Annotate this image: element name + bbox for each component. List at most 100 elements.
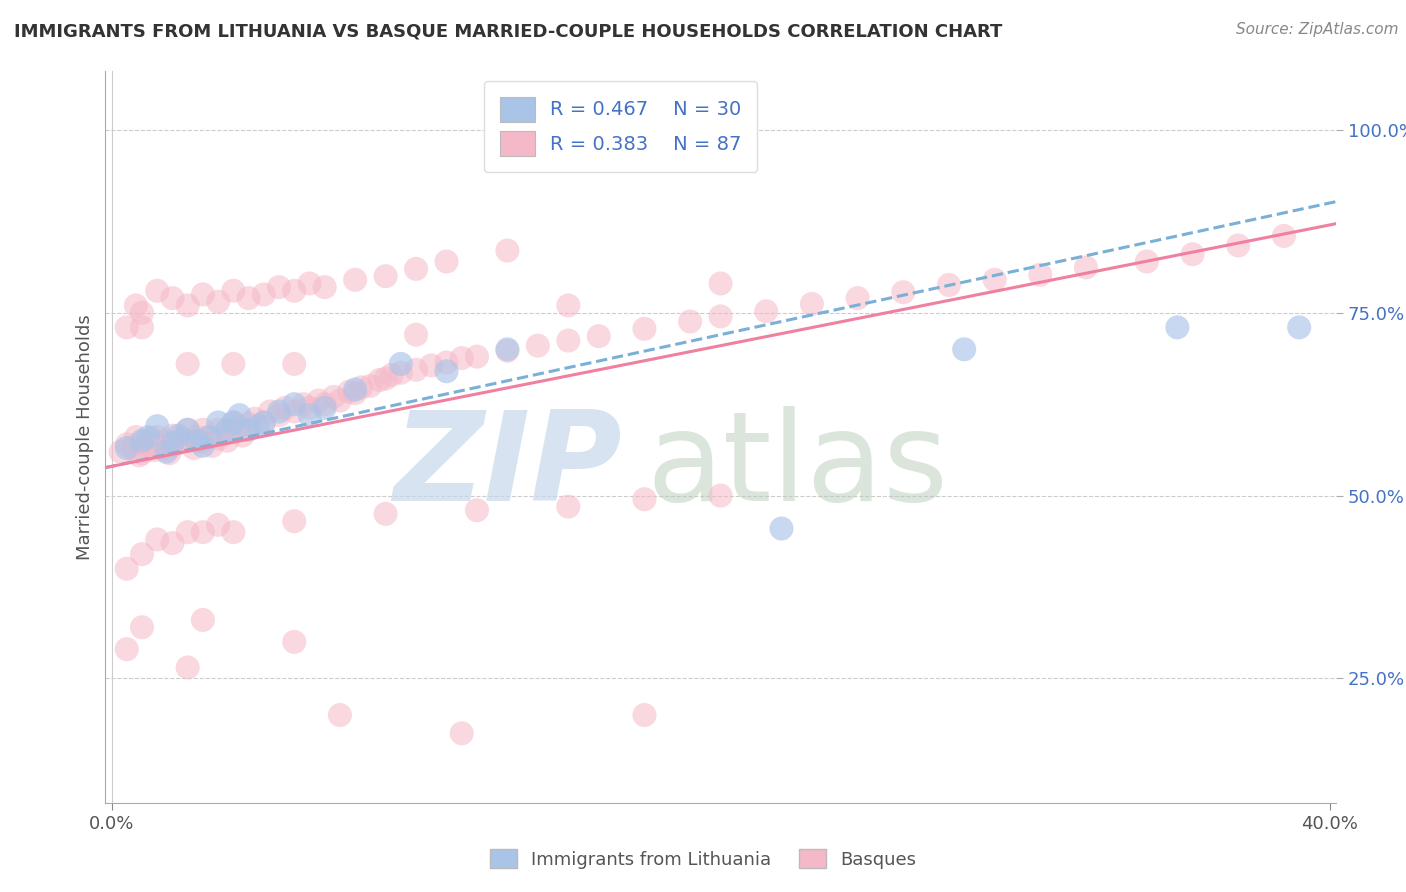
Point <box>131 446 153 460</box>
Point <box>207 294 229 309</box>
Point <box>350 380 373 394</box>
Point <box>420 359 443 373</box>
Point <box>162 439 184 453</box>
Point <box>710 489 733 503</box>
Point <box>283 635 305 649</box>
Point <box>298 408 321 422</box>
Point <box>710 277 733 291</box>
Point <box>207 416 229 430</box>
Point <box>191 423 214 437</box>
Point <box>170 432 193 446</box>
Point <box>405 363 427 377</box>
Legend: R = 0.467    N = 30, R = 0.383    N = 87: R = 0.467 N = 30, R = 0.383 N = 87 <box>484 81 758 172</box>
Point <box>557 298 579 312</box>
Point <box>496 343 519 357</box>
Point <box>633 492 655 507</box>
Point <box>374 371 396 385</box>
Point <box>186 434 208 448</box>
Point <box>162 436 184 450</box>
Point <box>162 291 184 305</box>
Point <box>125 298 148 312</box>
Point <box>125 430 148 444</box>
Point <box>231 428 253 442</box>
Point <box>217 423 239 437</box>
Point <box>191 287 214 301</box>
Point <box>131 320 153 334</box>
Point <box>139 432 162 446</box>
Point <box>314 280 336 294</box>
Text: Source: ZipAtlas.com: Source: ZipAtlas.com <box>1236 22 1399 37</box>
Point <box>267 280 290 294</box>
Point <box>436 364 458 378</box>
Point <box>212 426 235 441</box>
Point <box>176 434 198 448</box>
Point <box>292 397 315 411</box>
Point <box>1074 260 1097 275</box>
Point <box>131 547 153 561</box>
Point <box>344 273 367 287</box>
Point <box>157 446 180 460</box>
Y-axis label: Married-couple Households: Married-couple Households <box>76 314 94 560</box>
Point <box>450 726 472 740</box>
Point <box>176 525 198 540</box>
Point <box>259 404 281 418</box>
Point <box>136 430 159 444</box>
Point <box>198 430 221 444</box>
Point <box>191 439 214 453</box>
Point <box>176 298 198 312</box>
Point <box>1227 238 1250 252</box>
Point <box>131 434 153 448</box>
Point <box>167 436 190 450</box>
Point <box>405 327 427 342</box>
Point <box>146 533 169 547</box>
Point <box>755 304 778 318</box>
Point <box>1029 268 1052 282</box>
Point <box>222 284 245 298</box>
Point <box>1272 229 1295 244</box>
Point <box>121 441 143 455</box>
Point <box>131 620 153 634</box>
Point <box>679 314 702 328</box>
Point <box>222 416 245 430</box>
Point <box>465 503 488 517</box>
Point <box>389 366 412 380</box>
Point <box>115 320 138 334</box>
Point <box>222 416 245 430</box>
Point <box>298 401 321 415</box>
Point <box>222 424 245 438</box>
Point <box>283 404 305 418</box>
Point <box>155 434 177 448</box>
Point <box>374 507 396 521</box>
Point <box>283 284 305 298</box>
Point <box>344 386 367 401</box>
Point <box>131 436 153 450</box>
Point <box>191 613 214 627</box>
Point <box>1166 320 1188 334</box>
Point <box>938 277 960 292</box>
Point <box>368 373 391 387</box>
Point <box>146 430 169 444</box>
Text: IMMIGRANTS FROM LITHUANIA VS BASQUE MARRIED-COUPLE HOUSEHOLDS CORRELATION CHART: IMMIGRANTS FROM LITHUANIA VS BASQUE MARR… <box>14 22 1002 40</box>
Point <box>633 322 655 336</box>
Point <box>496 244 519 258</box>
Point <box>176 423 198 437</box>
Point <box>1181 247 1204 261</box>
Point <box>131 306 153 320</box>
Point <box>198 430 221 444</box>
Point <box>115 437 138 451</box>
Text: ZIP: ZIP <box>394 406 621 527</box>
Point <box>314 397 336 411</box>
Point <box>110 444 132 458</box>
Point <box>800 297 823 311</box>
Point <box>381 368 404 382</box>
Point <box>143 443 166 458</box>
Point <box>207 432 229 446</box>
Legend: Immigrants from Lithuania, Basques: Immigrants from Lithuania, Basques <box>482 842 924 876</box>
Text: atlas: atlas <box>647 406 949 527</box>
Point <box>436 355 458 369</box>
Point <box>374 269 396 284</box>
Point <box>283 514 305 528</box>
Point <box>162 428 184 442</box>
Point <box>162 536 184 550</box>
Point <box>314 401 336 415</box>
